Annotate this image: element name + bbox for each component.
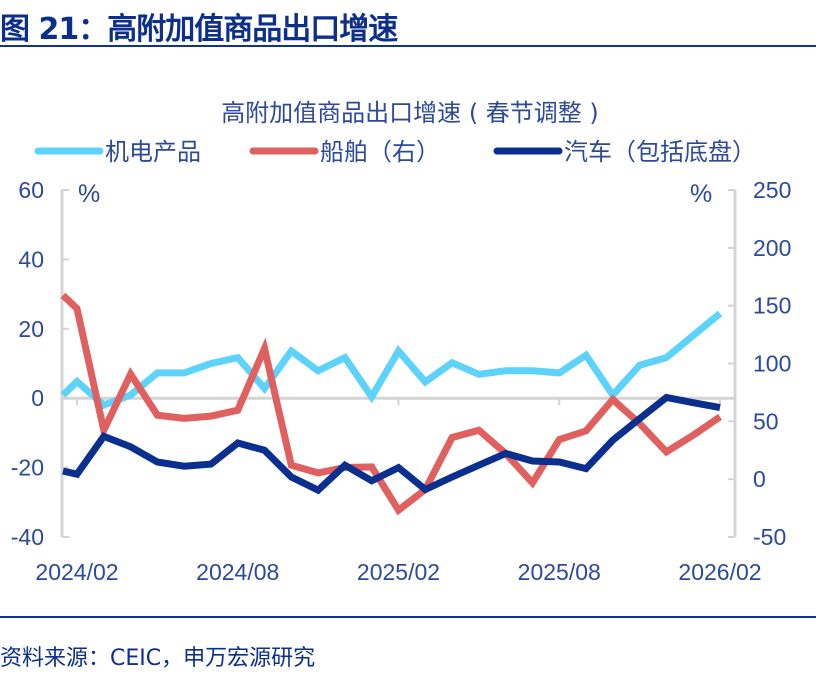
left-tick-label: 20 <box>18 316 44 342</box>
left-tick-label: 0 <box>31 385 44 411</box>
x-tick-label: 2025/02 <box>357 559 440 585</box>
left-tick-label: -40 <box>11 524 44 550</box>
chart-title: 高附加值商品出口增速 ( 春节调整 ) <box>221 99 599 127</box>
left-tick-label: 60 <box>18 177 44 203</box>
x-tick-label: 2024/08 <box>196 559 279 585</box>
source-note: 资料来源：CEIC，申万宏源研究 <box>0 646 316 671</box>
series-lines <box>60 292 723 516</box>
right-tick-label: 150 <box>753 293 791 319</box>
left-tick-label: -20 <box>11 455 44 481</box>
series-line <box>60 310 723 410</box>
left-tick-label: 40 <box>18 246 44 272</box>
right-tick-label: 100 <box>753 351 791 377</box>
right-tick-label: 0 <box>753 466 766 492</box>
series-line <box>60 292 722 516</box>
left-unit-label: % <box>78 180 100 208</box>
legend-label: 船舶（右） <box>320 138 440 166</box>
bottom-divider <box>0 616 816 618</box>
x-tick-label: 2025/08 <box>518 559 601 585</box>
series-line <box>62 393 721 495</box>
figure-title: 图 21：高附加值商品出口增速 <box>0 12 398 47</box>
right-unit-label: % <box>690 180 712 208</box>
title-divider <box>0 45 816 47</box>
x-tick-label: 2024/02 <box>35 559 118 585</box>
right-tick-label: -50 <box>753 524 786 550</box>
legend-label: 汽车（包括底盘） <box>564 138 756 166</box>
right-tick-label: 50 <box>753 408 779 434</box>
line-chart: 高附加值商品出口增速 ( 春节调整 ) 机电产品 船舶（右） 汽车（包括底盘） 60… <box>11 99 792 585</box>
right-tick-label: 200 <box>753 235 791 261</box>
legend-label: 机电产品 <box>105 138 201 166</box>
right-tick-label: 250 <box>753 177 791 203</box>
x-tick-label: 2026/02 <box>678 559 761 585</box>
legend: 机电产品 船舶（右） 汽车（包括底盘） <box>34 138 756 166</box>
